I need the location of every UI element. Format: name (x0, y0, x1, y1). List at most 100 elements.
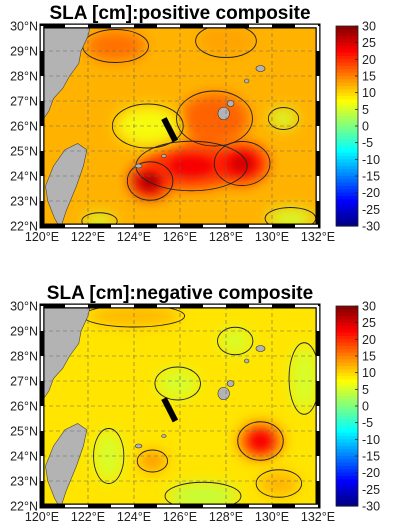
island-0 (217, 386, 230, 401)
x-tick-label: 130°E (255, 230, 289, 244)
x-tick-label: 126°E (163, 510, 197, 524)
colorbar-step (336, 206, 358, 210)
colorbar-step (336, 429, 358, 434)
colorbar-step (336, 419, 358, 424)
colorbar-step (336, 152, 358, 157)
colorbar-tick-label: 20 (362, 333, 376, 347)
colorbar-step (336, 466, 358, 470)
y-tick-label: 25°N (10, 145, 38, 159)
colorbar-step (336, 39, 358, 44)
colorbar-step (336, 406, 358, 410)
colorbar-step (336, 456, 358, 460)
colorbar-step (336, 476, 358, 480)
section-line (161, 117, 179, 143)
x-tick-label: 132°E (301, 230, 335, 244)
colorbar-step (336, 442, 358, 447)
island-4 (255, 65, 266, 72)
colorbar-step (336, 132, 358, 137)
colorbar-step (336, 166, 358, 170)
colorbar-step (336, 482, 358, 487)
island-0 (217, 106, 230, 121)
colorbar-tick-label: 5 (362, 383, 369, 397)
colorbar-step (336, 322, 358, 327)
x-tick-label: 128°E (209, 510, 243, 524)
y-tick-label: 24°N (10, 170, 38, 184)
positive-composite-title: SLA [cm]:positive composite (49, 3, 311, 24)
colorbar-step (336, 59, 358, 64)
colorbar-tick-label: -15 (362, 170, 380, 184)
x-tick-label: 130°E (255, 510, 289, 524)
colorbar-step (336, 499, 358, 504)
colorbar-step (336, 79, 358, 84)
sla-anomaly-5 (168, 483, 238, 506)
x-tick-label: 124°E (117, 230, 151, 244)
colorbar-step (336, 29, 358, 34)
china-coast-land (42, 306, 91, 402)
colorbar-step (336, 26, 358, 30)
colorbar-step (336, 122, 358, 127)
y-tick-label: 28°N (10, 70, 38, 84)
colorbar-step (336, 52, 358, 57)
y-tick-label: 30°N (10, 20, 38, 34)
colorbar-step (336, 319, 358, 324)
colorbar-step (336, 332, 358, 337)
sla-anomaly-7 (269, 108, 298, 129)
sla-contour-3 (176, 90, 253, 147)
island-5 (244, 358, 250, 364)
colorbar-step (336, 452, 358, 457)
y-tick-label: 23°N (10, 195, 38, 209)
colorbar-step (336, 386, 358, 390)
sla-contour-0 (237, 421, 284, 461)
sla-contour-8 (81, 212, 118, 226)
sla-contour-5 (164, 481, 242, 506)
colorbar-step (336, 126, 358, 130)
colorbar-tick-label: -15 (362, 450, 380, 464)
colorbar-step (336, 189, 358, 194)
negative-composite-title: SLA [cm]:negative composite (46, 283, 314, 304)
y-tick-label: 27°N (10, 95, 38, 109)
colorbar-step (336, 412, 358, 417)
y-tick-label: 30°N (10, 300, 38, 314)
colorbar-step (336, 346, 358, 350)
sla-map-panel-0 (42, 26, 318, 226)
colorbar-step (336, 102, 358, 107)
colorbar-step (336, 309, 358, 314)
colorbar-tick-label: -10 (362, 153, 380, 167)
sla-contour-2 (217, 326, 254, 356)
colorbar-step (336, 329, 358, 334)
colorbar-step (336, 382, 358, 387)
island-5 (244, 78, 250, 84)
sla-contour-0 (126, 161, 174, 201)
sla-contour-1 (136, 449, 169, 473)
colorbar-step (336, 32, 358, 37)
colorbar-step (336, 349, 358, 354)
colorbar-step (336, 479, 358, 484)
colorbar-1: 30 25 20 15 10 5 0 -5 -10 -15 -20 -25 -30 (335, 300, 380, 514)
sla-anomaly-9 (267, 208, 314, 226)
colorbar-step (336, 202, 358, 207)
sla-contour-8 (255, 469, 303, 498)
colorbar-step (336, 306, 358, 310)
colorbar-tick-label: -30 (362, 500, 380, 514)
colorbar-step (336, 446, 358, 450)
colorbar-step (336, 312, 358, 317)
y-tick-label: 29°N (10, 325, 38, 339)
colorbar-step (336, 69, 358, 74)
colorbar-step (336, 149, 358, 154)
colorbar-step (336, 116, 358, 120)
colorbar-0: 30 25 20 15 10 5 0 -5 -10 -15 -20 -25 -30 (335, 20, 380, 234)
y-tick-label: 29°N (10, 45, 38, 59)
colorbar-tick-label: 5 (362, 103, 369, 117)
x-tick-label: 122°E (71, 510, 105, 524)
colorbar-step (336, 392, 358, 397)
x-tick-label: 120°E (25, 510, 59, 524)
colorbar-tick-label: -20 (362, 466, 380, 480)
colorbar-tick-label: 0 (362, 120, 369, 134)
island-2 (134, 163, 143, 169)
sla-contour-2 (213, 141, 271, 186)
colorbar-step (336, 199, 358, 204)
colorbar-tick-label: 25 (362, 36, 376, 50)
colorbar-step (336, 449, 358, 454)
y-tick-label: 26°N (10, 400, 38, 414)
colorbar-step (336, 469, 358, 474)
